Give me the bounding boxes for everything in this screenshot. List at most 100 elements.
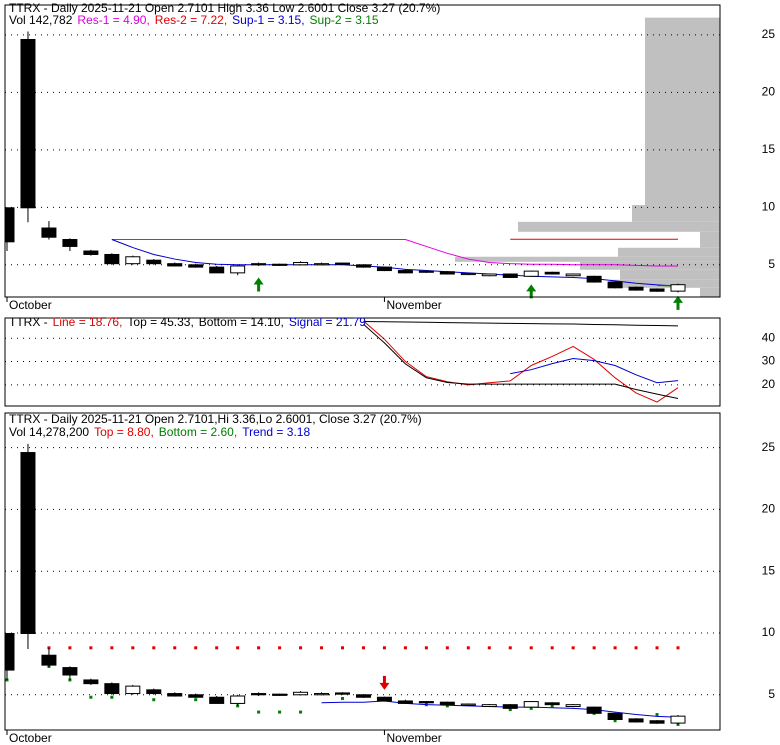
y-tick-label: 5 [768,257,775,271]
y-tick-label: 5 [768,687,775,701]
candle-body [314,693,330,696]
legend-entry: Res-2 = 7.22, [155,13,227,27]
candle-body [670,715,686,724]
series-dot [655,713,659,717]
legend-entry: Bottom = 2.60, [159,425,237,439]
candle-body [251,263,267,266]
series-dot [403,646,407,650]
plot-area [5,17,720,297]
candle-body [502,704,518,709]
candle-body [523,701,539,708]
series-dot [236,646,240,650]
candle-body [607,712,623,720]
series-dot [299,646,303,650]
candle-body [397,270,413,274]
candle-body [544,702,560,706]
candle-body [586,275,602,283]
candle-body [565,273,581,277]
candle-body [230,695,246,704]
panel-title: TTRX - [9,315,48,329]
series-dot [550,704,554,708]
series-dot [110,695,114,699]
candle-body [5,632,15,671]
y-tick-label: 10 [762,200,776,214]
candle-body [649,288,665,292]
legend-entry: Sup-2 = 3.15 [310,13,379,27]
candle-body [83,250,99,255]
series-dot [110,646,114,650]
legend-entry: Bottom = 14.10, [199,315,284,329]
panel-title: TTRX - Daily 2025-11-21 Open 2.7101 High… [9,1,440,15]
candle-body [209,696,225,704]
candle-body [272,693,288,696]
series-dot [194,646,198,650]
candle-body [62,239,78,247]
legend-entry: Top = 8.80, [94,425,154,439]
candle-body [670,284,686,292]
candle-body [83,679,99,685]
candle-body [146,689,162,695]
y-tick-label: 20 [762,85,776,99]
series-dot [257,646,261,650]
series-line [111,239,679,287]
legend-entry: Top = 45.33, [127,315,193,329]
x-tick-label: November [386,731,441,745]
y-tick-label: 10 [762,625,776,639]
series-line [111,239,678,267]
legend-entry: Res-1 = 4.90, [77,13,149,27]
y-tick-label: 20 [762,377,776,391]
series-dot [173,646,177,650]
series-dot [676,722,680,726]
y-tick-label: 30 [762,354,776,368]
candle-body [376,696,392,702]
series-line [510,358,679,384]
candle-body [628,286,644,291]
series-dot [613,646,617,650]
candle-body [439,271,455,275]
candle-body [481,704,497,708]
series-dot [529,646,533,650]
candle-body [125,685,141,695]
panel-subtitle: Vol 14,278,200 [9,425,89,439]
candle-body [607,281,623,289]
candle-body [544,271,560,275]
x-tick-label: October [9,298,52,312]
volume-profile-bar [618,247,720,257]
volume-profile-bar [700,287,720,297]
volume-profile-bar [620,269,720,280]
series-dot [215,646,219,650]
down-arrow [379,675,390,690]
panel-frame [4,4,721,298]
candle-body [62,667,78,676]
series-line [363,323,679,400]
volume-profile-bar [455,256,720,262]
series-dot [152,698,156,702]
series-dot [655,646,659,650]
series-dot [89,646,93,650]
candle-body [293,262,309,266]
series-dot [571,646,575,650]
candle-body [314,263,330,266]
up-arrow [526,284,537,299]
candle-body [188,694,204,698]
volume-profile-bar [610,279,720,288]
candle-body [418,270,434,273]
series-dot [89,695,93,699]
series-dot [529,706,533,710]
candle-body [20,452,36,634]
series-dot [550,646,554,650]
series-dot [68,646,72,650]
volume-profile-bar [700,231,720,248]
series-dot [508,708,512,712]
series-line [363,320,679,403]
panel-frame [4,412,721,731]
y-tick-label: 25 [762,27,776,41]
series-dot [194,698,198,702]
y-tick-label: 40 [762,330,776,344]
series-line [363,320,679,327]
series-dot [592,646,596,650]
candle-body [565,704,581,708]
series-dot [382,646,386,650]
plot-area [5,443,686,726]
